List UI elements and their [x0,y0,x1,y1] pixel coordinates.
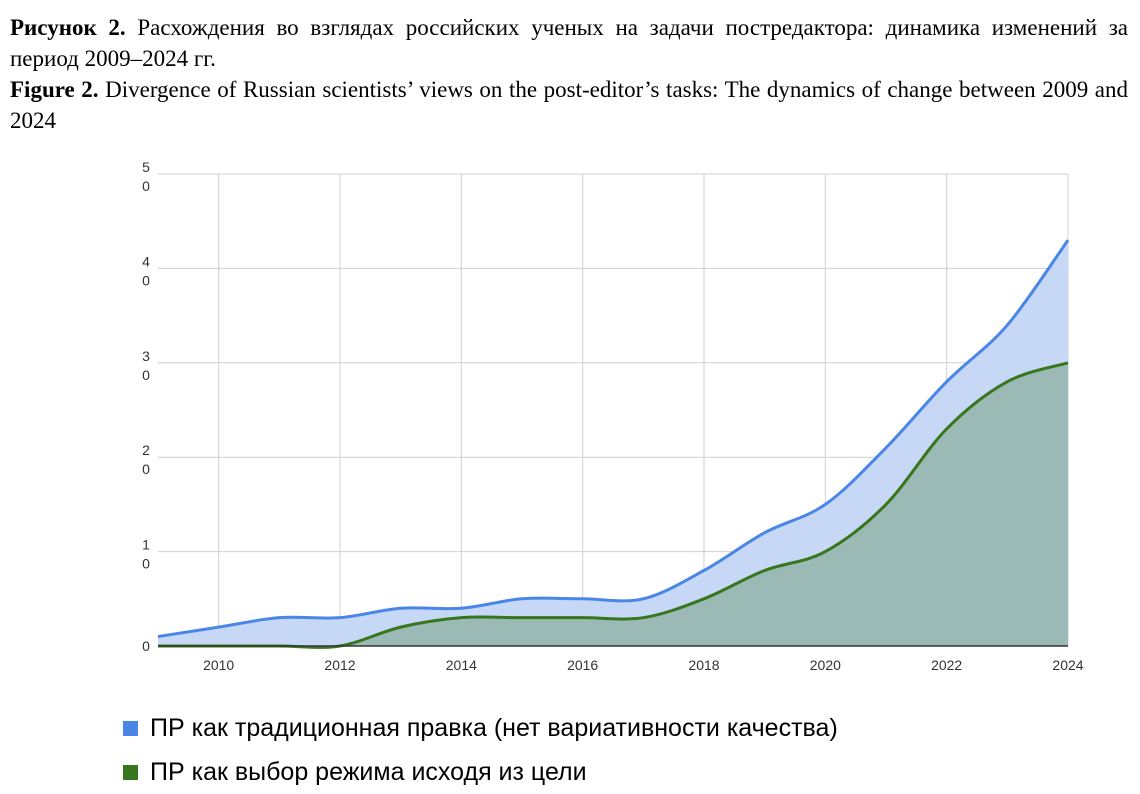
x-tick-label: 2018 [688,657,719,673]
caption-ru: Рисунок 2. Расхождения во взглядах росси… [10,12,1128,74]
legend-swatch-purpose [123,764,138,780]
y-tick-label: 3 [142,348,150,364]
x-tick-label: 2016 [567,657,598,673]
series-line-1 [158,361,1069,649]
y-tick-label: 0 [142,638,150,654]
figure-caption: Рисунок 2. Расхождения во взглядах росси… [10,12,1128,136]
y-tick-label: 0 [142,461,150,477]
caption-en-text: Divergence of Russian scientists’ views … [10,77,1128,133]
y-tick-label: 0 [142,178,150,194]
y-tick-label: 4 [142,253,150,269]
caption-en-label: Figure 2. [10,77,99,102]
legend-item-purpose: ПР как выбор режима исходя из цели [123,750,838,794]
x-tick-label: 2012 [324,657,355,673]
x-tick-label: 2014 [446,657,477,673]
caption-en: Figure 2. Divergence of Russian scientis… [10,74,1128,136]
series-line-0 [157,239,1070,639]
x-tick-label: 2022 [931,657,962,673]
caption-ru-text: Расхождения во взглядах российских учены… [10,15,1128,71]
y-tick-label: 2 [142,442,150,458]
y-tick-label: 1 [142,537,150,553]
x-tick-label: 2020 [810,657,841,673]
series-area-1 [158,362,1068,648]
y-tick-label: 0 [142,272,150,288]
area-chart: 0 1 0 2 0 3 0 4 0 5 0 2010 2012 2014 2016 2018 2020 2022 2… [142,159,1084,673]
y-tick-label: 5 [142,159,150,175]
caption-ru-label: Рисунок 2. [10,15,126,40]
x-tick-label: 2010 [203,657,234,673]
x-tick-label: 2024 [1052,657,1083,673]
legend-swatch-traditional [123,720,138,736]
legend-label-traditional: ПР как традиционная правка (нет вариатив… [150,713,838,742]
y-tick-label: 0 [142,367,150,383]
legend-item-traditional: ПР как традиционная правка (нет вариатив… [123,706,838,750]
legend-label-purpose: ПР как выбор режима исходя из цели [150,757,587,786]
legend: ПР как традиционная правка (нет вариатив… [123,706,838,794]
y-tick-label: 0 [142,556,150,572]
